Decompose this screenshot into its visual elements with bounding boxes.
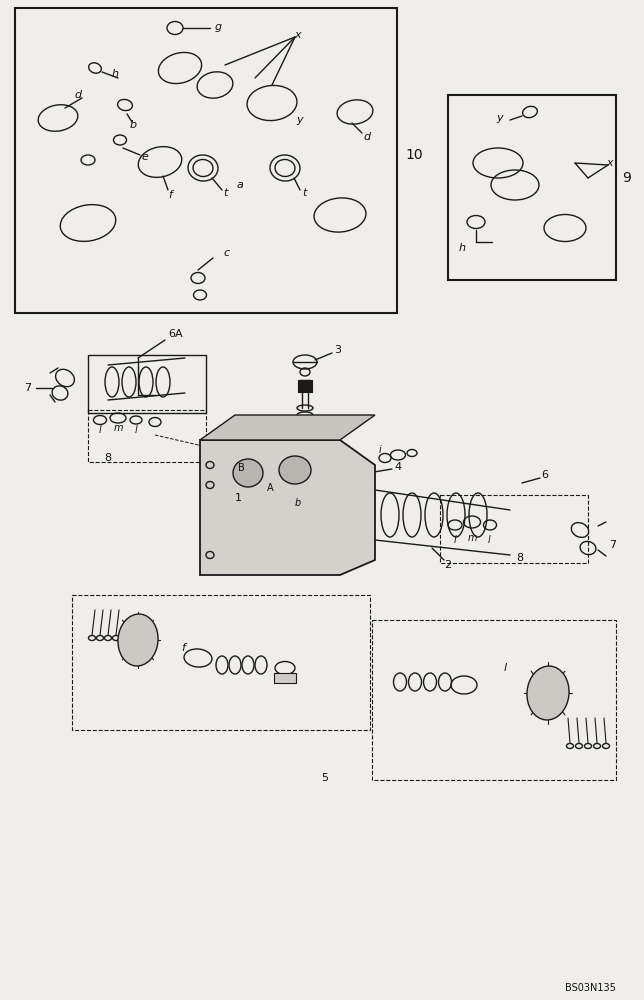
Text: t: t [223, 188, 227, 198]
Text: 9: 9 [622, 171, 631, 185]
Text: y: y [297, 115, 303, 125]
Text: l: l [99, 425, 101, 435]
Text: g: g [214, 22, 222, 32]
Text: l: l [135, 425, 137, 435]
Bar [440, 495, 588, 563]
Text: f: f [181, 643, 185, 653]
Bar [298, 380, 312, 392]
Text: d: d [363, 132, 370, 142]
Text: 10: 10 [405, 148, 422, 162]
Text: y: y [497, 113, 503, 123]
Text: a: a [236, 180, 243, 190]
Text: 5: 5 [321, 773, 328, 783]
Text: l: l [488, 535, 490, 545]
Text: d: d [75, 90, 82, 100]
Polygon shape [200, 440, 375, 575]
Text: h: h [112, 69, 119, 79]
Polygon shape [200, 415, 375, 440]
Text: B: B [238, 463, 244, 473]
Text: 6A: 6A [168, 329, 183, 339]
Text: h: h [459, 243, 466, 253]
Text: x: x [607, 158, 613, 168]
Text: m: m [113, 423, 123, 433]
Text: 6: 6 [542, 470, 549, 480]
Text: b: b [129, 120, 137, 130]
Text: m: m [468, 533, 477, 543]
Bar [88, 355, 206, 413]
Text: 8: 8 [516, 553, 524, 563]
Bar [72, 595, 370, 730]
Text: x: x [295, 30, 301, 40]
Text: 2: 2 [444, 560, 451, 570]
Text: b: b [295, 498, 301, 508]
Text: c: c [224, 248, 230, 258]
Ellipse shape [233, 459, 263, 487]
Text: l: l [453, 535, 457, 545]
Text: BS03N135: BS03N135 [565, 983, 616, 993]
Bar [372, 620, 616, 780]
Text: 8: 8 [104, 453, 111, 463]
Ellipse shape [527, 666, 569, 720]
Bar [274, 673, 296, 683]
Bar [15, 8, 397, 313]
Text: 7: 7 [609, 540, 616, 550]
Text: e: e [142, 152, 148, 162]
Text: 3: 3 [334, 345, 341, 355]
Text: 4: 4 [394, 462, 402, 472]
Text: 1: 1 [234, 493, 242, 503]
Ellipse shape [279, 456, 311, 484]
Text: A: A [267, 483, 273, 493]
Text: f: f [168, 190, 172, 200]
Text: t: t [302, 188, 306, 198]
Bar [88, 410, 206, 462]
Text: i: i [379, 445, 381, 455]
Bar [448, 95, 616, 280]
Ellipse shape [118, 614, 158, 666]
Text: l: l [504, 663, 507, 673]
Text: 7: 7 [24, 383, 32, 393]
